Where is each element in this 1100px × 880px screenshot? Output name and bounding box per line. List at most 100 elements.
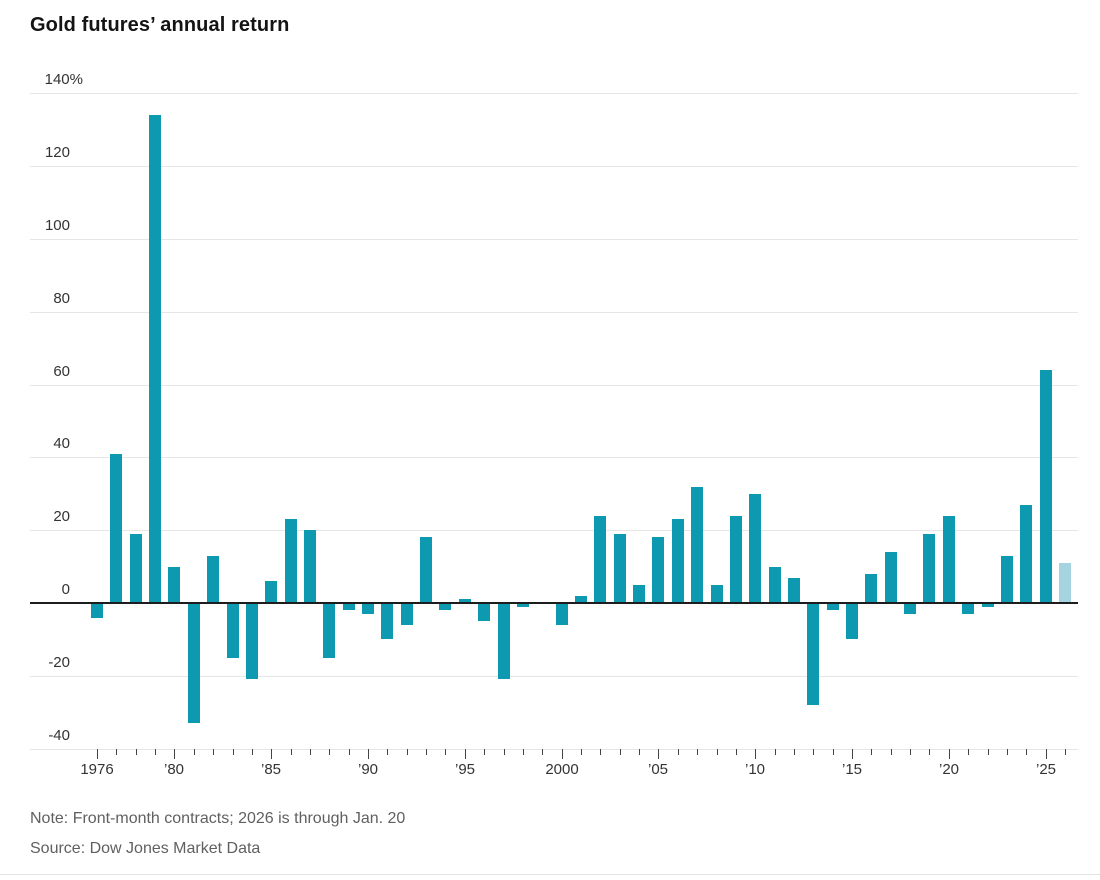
gridline-60 xyxy=(30,385,1078,386)
gridline-40 xyxy=(30,457,1078,458)
x-axis-tick-2014 xyxy=(833,749,834,755)
x-axis-tick-2008 xyxy=(717,749,718,755)
x-axis-tick-1978 xyxy=(136,749,137,755)
x-axis-tick-2023 xyxy=(1007,749,1008,755)
x-axis-tick-2010 xyxy=(755,749,756,759)
bar-2020 xyxy=(943,516,955,603)
x-axis-tick-1999 xyxy=(542,749,543,755)
x-axis-tick-2021 xyxy=(968,749,969,755)
y-axis-label: 20 xyxy=(53,508,70,525)
y-axis-label: 40 xyxy=(53,435,70,452)
bar-2021 xyxy=(962,603,974,614)
bar-1992 xyxy=(401,603,413,625)
x-axis-tick-1980 xyxy=(174,749,175,759)
x-axis-tick-1984 xyxy=(252,749,253,755)
bar-2013 xyxy=(807,603,819,705)
gridline-120 xyxy=(30,166,1078,167)
bar-2004 xyxy=(633,585,645,603)
bar-2019 xyxy=(923,534,935,603)
chart-footnotes: Note: Front-month contracts; 2026 is thr… xyxy=(30,804,405,864)
bar-1993 xyxy=(420,537,432,603)
chart-title: Gold futures’ annual return xyxy=(30,14,290,36)
x-axis-tick-2025 xyxy=(1046,749,1047,759)
zero-axis-line xyxy=(30,602,1078,604)
bar-1995 xyxy=(459,599,471,603)
bar-2025 xyxy=(1040,370,1052,603)
gridline-140 xyxy=(30,93,1078,94)
bar-1989 xyxy=(343,603,355,610)
x-axis-tick-1981 xyxy=(194,749,195,755)
bar-1994 xyxy=(439,603,451,610)
x-axis-label-1990: ’90 xyxy=(357,761,379,778)
bar-1988 xyxy=(323,603,335,658)
gridline-80 xyxy=(30,312,1078,313)
bar-2010 xyxy=(749,494,761,603)
x-axis-tick-2020 xyxy=(949,749,950,759)
bar-1990 xyxy=(362,603,374,614)
y-axis-label: 140% xyxy=(44,71,83,88)
gridline--20 xyxy=(30,676,1078,677)
x-axis-tick-2009 xyxy=(736,749,737,755)
bar-1981 xyxy=(188,603,200,723)
x-axis-label-1976: 1976 xyxy=(80,761,114,778)
x-axis-tick-2013 xyxy=(813,749,814,755)
y-axis-label: 60 xyxy=(53,363,70,380)
x-axis-tick-1976 xyxy=(97,749,98,759)
x-axis-label-2010: ’10 xyxy=(744,761,766,778)
x-axis-tick-2004 xyxy=(639,749,640,755)
y-axis-label: 80 xyxy=(53,290,70,307)
x-axis-tick-2011 xyxy=(775,749,776,755)
x-axis-tick-2018 xyxy=(910,749,911,755)
bar-1991 xyxy=(381,603,393,639)
bar-1996 xyxy=(478,603,490,621)
chart-note: Note: Front-month contracts; 2026 is thr… xyxy=(30,810,406,827)
bar-1986 xyxy=(285,519,297,603)
x-axis-label-1985: ’85 xyxy=(260,761,282,778)
bar-2017 xyxy=(885,552,897,603)
x-axis-tick-2003 xyxy=(620,749,621,755)
x-axis-tick-2012 xyxy=(794,749,795,755)
bar-1982 xyxy=(207,556,219,603)
gridline-20 xyxy=(30,530,1078,531)
x-axis-tick-1979 xyxy=(155,749,156,755)
bar-1978 xyxy=(130,534,142,603)
bar-2000 xyxy=(556,603,568,625)
x-axis-tick-2024 xyxy=(1026,749,1027,755)
bar-2003 xyxy=(614,534,626,603)
x-axis-tick-2002 xyxy=(600,749,601,755)
y-axis-label: 120 xyxy=(44,144,70,161)
x-axis-label-2005: ’05 xyxy=(647,761,669,778)
x-axis-tick-2016 xyxy=(871,749,872,755)
gridline-100 xyxy=(30,239,1078,240)
bottom-divider xyxy=(0,874,1100,875)
x-axis-tick-1995 xyxy=(465,749,466,759)
bar-2022 xyxy=(982,603,994,607)
bar-1983 xyxy=(227,603,239,658)
bar-2001 xyxy=(575,596,587,603)
x-axis-tick-1986 xyxy=(291,749,292,755)
y-axis-label: -20 xyxy=(48,654,70,671)
x-axis-tick-1989 xyxy=(349,749,350,755)
y-axis-label: 100 xyxy=(44,217,70,234)
bar-2008 xyxy=(711,585,723,603)
x-axis-tick-2000 xyxy=(562,749,563,759)
bar-1987 xyxy=(304,530,316,603)
y-axis-label: -40 xyxy=(48,727,70,744)
x-axis-tick-2005 xyxy=(658,749,659,759)
bar-2011 xyxy=(769,567,781,603)
bar-2012 xyxy=(788,578,800,603)
x-axis-label-1995: ’95 xyxy=(454,761,476,778)
x-axis-label-2020: ’20 xyxy=(938,761,960,778)
x-axis-tick-1996 xyxy=(484,749,485,755)
x-axis-tick-1993 xyxy=(426,749,427,755)
x-axis-tick-2007 xyxy=(697,749,698,755)
x-axis-tick-1991 xyxy=(387,749,388,755)
x-axis-tick-1998 xyxy=(523,749,524,755)
x-axis-tick-2001 xyxy=(581,749,582,755)
x-axis-tick-1988 xyxy=(329,749,330,755)
gridline--40 xyxy=(30,749,1078,750)
x-axis-tick-2026 xyxy=(1065,749,1066,755)
x-axis-tick-1992 xyxy=(407,749,408,755)
